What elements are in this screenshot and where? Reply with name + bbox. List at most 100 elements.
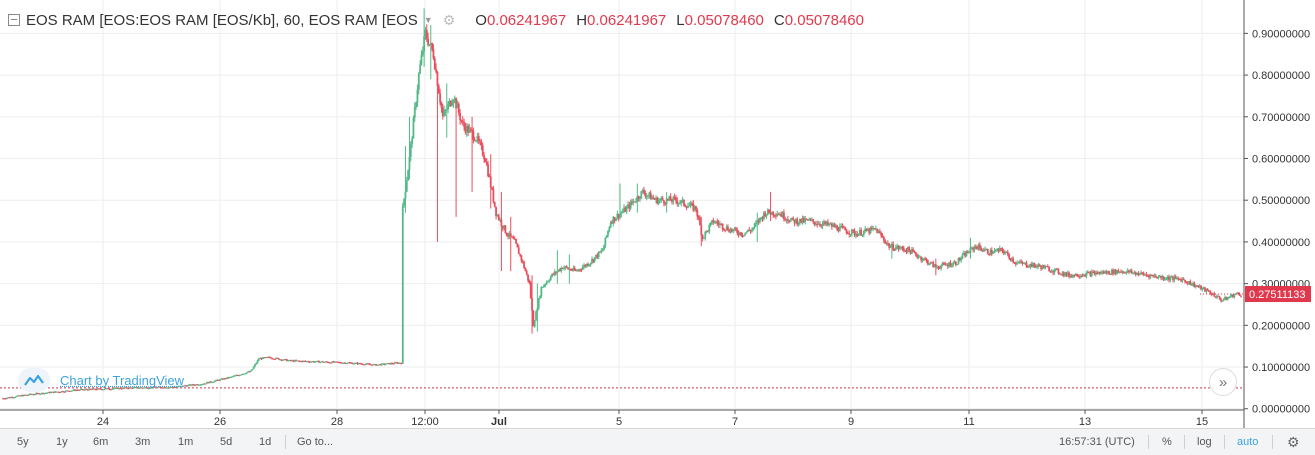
candle-body <box>800 218 803 223</box>
candle-body <box>635 201 637 203</box>
candlestick-chart[interactable]: 24 26 28 12:00 Jul 5 7 9 11 13 15 0.00000000 0.1000… <box>0 0 1315 428</box>
candle-body <box>211 382 214 384</box>
candle-body <box>744 232 747 236</box>
candle-body <box>651 197 653 200</box>
candle-body <box>407 170 410 181</box>
candle-body <box>973 246 976 250</box>
candle-body <box>7 397 10 399</box>
candle-body <box>631 201 633 203</box>
go-to-button[interactable]: Go to... <box>297 436 334 448</box>
utc-clock[interactable]: 16:57:31 (UTC) <box>1059 436 1135 448</box>
candle-body <box>1016 262 1019 265</box>
candle-body <box>28 393 31 395</box>
candle-body <box>885 243 888 245</box>
candle-body <box>1020 261 1023 263</box>
candle-body <box>962 252 965 255</box>
candle-body <box>821 223 824 227</box>
candle-body <box>829 223 832 225</box>
high-label: H <box>576 11 588 29</box>
candle-body <box>648 192 651 196</box>
candle-body <box>1104 271 1106 274</box>
candle-body <box>842 227 845 229</box>
candle-body <box>241 373 244 375</box>
candle-body <box>555 271 557 273</box>
candle-body <box>933 264 936 268</box>
candle-body <box>263 357 266 359</box>
candle-body <box>833 224 836 228</box>
candle-body <box>896 246 899 248</box>
candle-body <box>1008 254 1011 259</box>
candle-body <box>228 377 231 379</box>
tradingview-watermark[interactable]: Chart by TradingView <box>18 368 184 392</box>
collapse-legend-icon[interactable] <box>8 14 20 26</box>
candle-body <box>1014 262 1017 265</box>
candle-body <box>857 233 860 237</box>
range-6m-button[interactable]: 6m <box>93 436 109 448</box>
candle-body <box>217 380 220 382</box>
candle-body <box>509 233 512 237</box>
candle-body <box>78 389 80 391</box>
candle-body <box>1220 298 1222 301</box>
candle-body <box>36 393 39 395</box>
caret-down-icon[interactable]: ▼ <box>423 15 433 25</box>
candle-body <box>409 143 412 157</box>
watermark-text[interactable]: Chart by TradingView <box>60 372 185 388</box>
toolbar-divider <box>1224 435 1225 449</box>
gear-icon[interactable]: ⚙ <box>1287 434 1300 450</box>
candle-body <box>849 234 852 236</box>
candle-body <box>700 225 703 236</box>
candle-body <box>795 219 797 224</box>
candle-body <box>784 219 787 221</box>
candle-body <box>1186 282 1189 285</box>
candle-body <box>1106 271 1109 273</box>
candle-body <box>485 161 488 165</box>
candle-body <box>1041 265 1044 270</box>
candle-body <box>253 364 256 367</box>
candle-body <box>199 384 202 386</box>
candle-body <box>808 219 811 221</box>
candle-body <box>921 259 924 261</box>
candle-body <box>283 359 286 361</box>
range-3m-button[interactable]: 3m <box>135 436 151 448</box>
candle-body <box>1121 271 1124 273</box>
settings-icon[interactable]: ⚙ <box>442 11 456 28</box>
candle-body <box>8 397 11 399</box>
candle-body <box>617 213 620 218</box>
candle-body <box>814 223 817 225</box>
percent-scale-toggle[interactable]: % <box>1162 436 1172 448</box>
candle-body <box>488 176 491 178</box>
candle-body <box>711 220 713 223</box>
candle-body <box>43 393 46 395</box>
candle-body <box>612 217 615 224</box>
candle-body <box>660 198 663 200</box>
scroll-to-realtime-button[interactable]: » <box>1209 368 1237 396</box>
candle-body <box>866 229 869 232</box>
range-1m-button[interactable]: 1m <box>178 436 194 448</box>
range-5d-button[interactable]: 5d <box>220 436 233 448</box>
candle-body <box>82 389 84 391</box>
candle-body <box>1068 272 1070 277</box>
range-1y-button[interactable]: 1y <box>56 436 68 448</box>
candle-body <box>136 387 139 389</box>
candle-body <box>585 263 588 267</box>
range-1d-button[interactable]: 1d <box>259 436 272 448</box>
candle-body <box>203 383 206 385</box>
auto-scale-toggle[interactable]: auto <box>1237 436 1259 448</box>
candle-body <box>118 387 120 389</box>
candle-body <box>195 384 198 386</box>
range-5y-button[interactable]: 5y <box>17 436 29 448</box>
candle-body <box>688 205 691 207</box>
candle-body <box>1137 273 1140 276</box>
candle-body <box>909 250 912 254</box>
candle-body <box>628 204 631 209</box>
candle-body <box>1205 288 1208 292</box>
candle-body <box>251 369 254 371</box>
candle-body <box>709 222 712 226</box>
symbol-legend[interactable]: EOS RAM [EOS:EOS RAM [EOS/Kb], 60, EOS R… <box>8 8 864 32</box>
candle-body <box>249 370 252 372</box>
candle-body <box>553 271 556 275</box>
candle-body <box>677 202 680 204</box>
y-axis[interactable]: 0.000000000.100000000.200000000.30000000… <box>1244 28 1310 416</box>
symbol-title[interactable]: EOS RAM [EOS:EOS RAM [EOS/Kb], 60, EOS R… <box>26 11 418 29</box>
log-scale-toggle[interactable]: log <box>1197 436 1212 448</box>
